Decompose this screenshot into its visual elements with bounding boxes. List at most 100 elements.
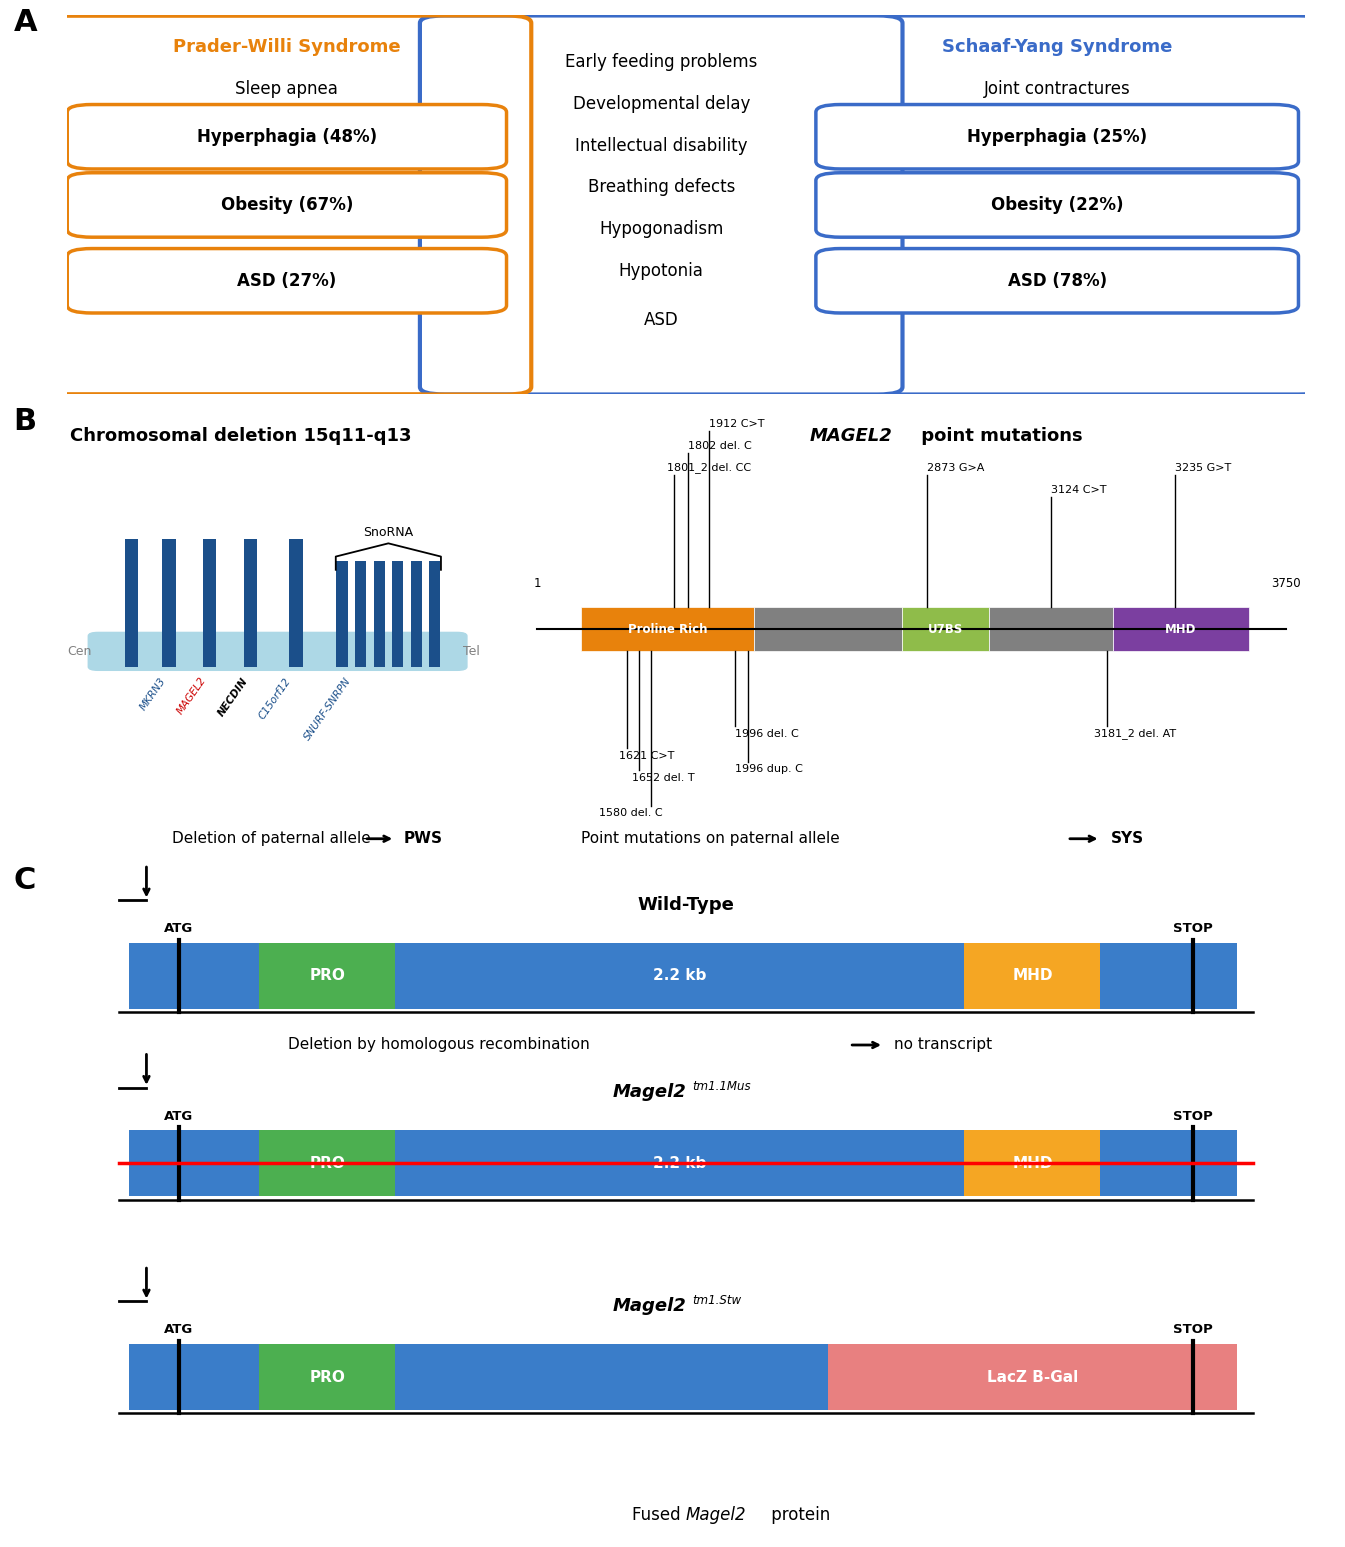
Text: MAGEL2: MAGEL2 xyxy=(175,676,207,716)
Text: ASD (27%): ASD (27%) xyxy=(237,272,336,289)
Bar xyxy=(1100,944,1236,1009)
Text: tm1.1Mus: tm1.1Mus xyxy=(693,1080,751,1094)
Text: Developmental delay: Developmental delay xyxy=(573,94,751,113)
Bar xyxy=(902,608,989,651)
Text: C15orf12: C15orf12 xyxy=(257,676,292,721)
Text: Magel2: Magel2 xyxy=(686,1507,746,1524)
Text: protein: protein xyxy=(767,1507,831,1524)
FancyBboxPatch shape xyxy=(791,15,1323,394)
Text: Deletion by homologous recombination: Deletion by homologous recombination xyxy=(288,1038,589,1052)
Bar xyxy=(336,562,347,667)
Text: Schaaf-Yang Syndrome: Schaaf-Yang Syndrome xyxy=(941,39,1173,56)
Bar xyxy=(125,538,139,667)
Text: no transcript: no transcript xyxy=(894,1038,993,1052)
Bar xyxy=(129,1131,260,1196)
Bar xyxy=(395,1131,964,1196)
Text: MHD: MHD xyxy=(1013,968,1053,984)
Text: 1621 C>T: 1621 C>T xyxy=(619,750,674,761)
Text: Intellectual disability: Intellectual disability xyxy=(574,136,748,155)
Text: tm1.Stw: tm1.Stw xyxy=(693,1293,741,1307)
Text: MHD: MHD xyxy=(1165,623,1197,636)
Bar xyxy=(1112,608,1250,651)
Text: 2873 G>A: 2873 G>A xyxy=(927,463,985,473)
Text: SnoRNA: SnoRNA xyxy=(363,526,413,538)
Text: ASD (78%): ASD (78%) xyxy=(1007,272,1107,289)
Text: NECDIN: NECDIN xyxy=(215,676,249,718)
Text: Obesity (22%): Obesity (22%) xyxy=(991,196,1123,213)
Text: STOP: STOP xyxy=(1173,922,1213,936)
Bar xyxy=(243,538,257,667)
Text: PRO: PRO xyxy=(309,1156,346,1171)
Bar xyxy=(129,1344,260,1409)
Bar xyxy=(1100,1131,1236,1196)
Text: ASD: ASD xyxy=(644,311,679,330)
Text: Joint contractures: Joint contractures xyxy=(983,80,1131,97)
Text: 2.2 kb: 2.2 kb xyxy=(654,1156,706,1171)
Bar xyxy=(964,944,1100,1009)
Text: 3750: 3750 xyxy=(1271,577,1301,589)
Bar xyxy=(829,1344,1236,1409)
Bar xyxy=(393,562,403,667)
Text: 3235 G>T: 3235 G>T xyxy=(1174,463,1231,473)
Text: Deletion of paternal allele: Deletion of paternal allele xyxy=(172,831,371,846)
Bar xyxy=(395,944,964,1009)
Text: U7BS: U7BS xyxy=(928,623,963,636)
Text: 1580 del. C: 1580 del. C xyxy=(600,808,663,818)
Text: SNURF-SNRPN: SNURF-SNRPN xyxy=(303,676,352,743)
Text: ATG: ATG xyxy=(164,1323,194,1337)
Text: 1996 dup. C: 1996 dup. C xyxy=(736,764,803,774)
Text: Proline Rich: Proline Rich xyxy=(628,623,707,636)
Text: Point mutations on paternal allele: Point mutations on paternal allele xyxy=(581,831,839,846)
Text: SYS: SYS xyxy=(1111,831,1143,846)
Text: Wild-Type: Wild-Type xyxy=(638,896,734,913)
Bar xyxy=(129,944,260,1009)
Text: STOP: STOP xyxy=(1173,1323,1213,1337)
Bar xyxy=(260,944,395,1009)
FancyBboxPatch shape xyxy=(420,15,902,394)
Text: 1652 del. T: 1652 del. T xyxy=(632,772,694,783)
Text: ATG: ATG xyxy=(164,1109,194,1123)
Text: 1802 del. C: 1802 del. C xyxy=(689,441,752,450)
Text: Magel2: Magel2 xyxy=(612,1296,686,1315)
FancyBboxPatch shape xyxy=(816,249,1298,312)
FancyBboxPatch shape xyxy=(816,105,1298,169)
Text: Sleep apnea: Sleep apnea xyxy=(235,80,339,97)
FancyBboxPatch shape xyxy=(816,173,1298,237)
Text: Tel: Tel xyxy=(463,645,480,657)
Bar xyxy=(161,538,175,667)
Text: Chromosomal deletion 15q11-q13: Chromosomal deletion 15q11-q13 xyxy=(70,427,412,444)
Text: LacZ B-Gal: LacZ B-Gal xyxy=(987,1369,1079,1385)
Text: MHD: MHD xyxy=(1013,1156,1053,1171)
Text: PRO: PRO xyxy=(309,968,346,984)
Bar xyxy=(355,562,366,667)
Text: Hyperphagia (25%): Hyperphagia (25%) xyxy=(967,128,1147,145)
Text: Cen: Cen xyxy=(67,645,91,657)
Text: Obesity (67%): Obesity (67%) xyxy=(221,196,354,213)
Text: B: B xyxy=(13,407,36,436)
FancyBboxPatch shape xyxy=(67,105,507,169)
Bar xyxy=(410,562,422,667)
Text: 1: 1 xyxy=(534,577,541,589)
Text: A: A xyxy=(13,8,38,37)
FancyBboxPatch shape xyxy=(67,249,507,312)
Text: Magel2: Magel2 xyxy=(612,1083,686,1101)
Text: Early feeding problems: Early feeding problems xyxy=(565,53,757,71)
Text: 2.2 kb: 2.2 kb xyxy=(654,968,706,984)
Text: Breathing defects: Breathing defects xyxy=(588,178,734,196)
Text: Hypogonadism: Hypogonadism xyxy=(599,220,724,238)
Bar xyxy=(203,538,217,667)
Bar xyxy=(964,1131,1100,1196)
Text: point mutations: point mutations xyxy=(915,427,1083,444)
FancyBboxPatch shape xyxy=(89,633,467,670)
Text: ATG: ATG xyxy=(164,922,194,936)
Text: 1996 del. C: 1996 del. C xyxy=(736,729,799,738)
Bar xyxy=(989,608,1112,651)
Text: Hyperphagia (48%): Hyperphagia (48%) xyxy=(196,128,377,145)
Bar xyxy=(260,1131,395,1196)
Bar xyxy=(289,538,303,667)
Text: 3124 C>T: 3124 C>T xyxy=(1050,484,1107,495)
Bar xyxy=(374,562,385,667)
Text: PWS: PWS xyxy=(404,831,443,846)
Bar xyxy=(581,608,755,651)
Bar xyxy=(260,1344,395,1409)
